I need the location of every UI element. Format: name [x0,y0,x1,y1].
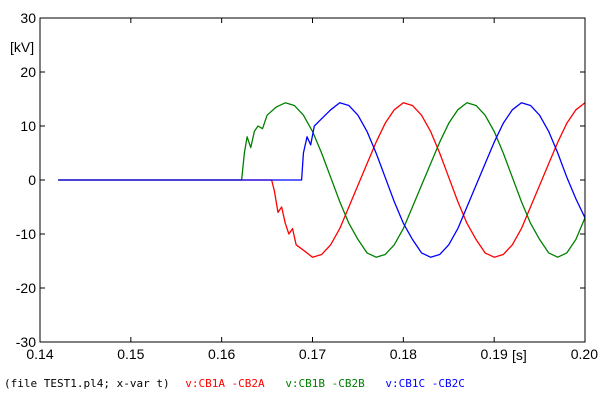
series-line-a [58,102,586,258]
x-tick-label: 0.15 [117,346,144,362]
legend-entry-a: v:CB1A -CB2A [185,377,265,390]
x-tick-label: 0.16 [208,346,235,362]
x-axis-unit-label: [s] [512,347,527,363]
y-tick-label: 10 [20,118,36,134]
legend-entry-c: v:CB1C -CB2C [385,377,464,390]
series-line-b [58,102,586,258]
x-tick-label: 0.17 [299,346,326,362]
legend-area: (file TEST1.pl4; x-var t) v:CB1A -CB2A v… [4,377,465,390]
file-info-text: (file TEST1.pl4; x-var t) [4,377,170,390]
y-tick-label: -20 [16,280,36,296]
x-tick-label: 0.19 [481,346,508,362]
y-axis-unit-label: [kV] [10,39,34,55]
x-tick-label: 0.20 [571,346,598,362]
axis-layer: 30 20 10 0 -10 -20 -300.14 0.15 0.16 0.17 0.18 0.19… [16,10,598,362]
series-layer [58,102,586,258]
x-tick-label: 0.14 [26,346,53,362]
y-tick-label: 0 [28,172,36,188]
y-tick-label: -10 [16,226,36,242]
y-tick-label: 20 [20,64,36,80]
series-line-c [58,102,586,258]
legend-entry-b: v:CB1B -CB2B [285,377,365,390]
y-tick-label: -30 [16,334,36,350]
x-tick-label: 0.18 [390,346,417,362]
y-tick-label: 30 [20,10,36,26]
